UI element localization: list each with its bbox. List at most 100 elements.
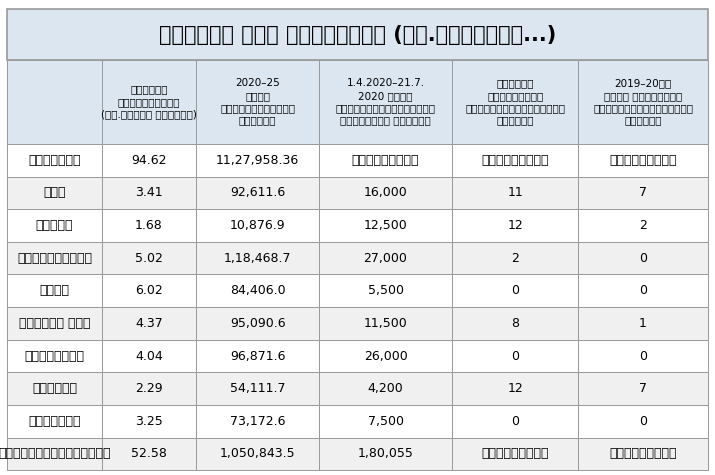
Text: వర్తించదు: వర్తించదు xyxy=(609,154,677,167)
Bar xyxy=(578,405,708,437)
Text: 12: 12 xyxy=(507,219,523,232)
Text: 92,611.6: 92,611.6 xyxy=(230,186,285,200)
Text: 84,406.0: 84,406.0 xyxy=(230,284,285,297)
Bar xyxy=(7,405,102,437)
Text: 2019–20లో
ఓవర్ డ్రాఫ్ట్
వినియోగించుకున్న
మాసాలు: 2019–20లో ఓవర్ డ్రాఫ్ట్ వినియోగించుకున్న… xyxy=(593,78,693,125)
Text: 11: 11 xyxy=(507,186,523,200)
Text: మొత్తం
రుణబకాయిలు
(రూ.లక్షల కోట్లు): మొత్తం రుణబకాయిలు (రూ.లక్షల కోట్లు) xyxy=(101,85,197,119)
Text: 2: 2 xyxy=(511,252,519,265)
Text: 4.37: 4.37 xyxy=(135,317,163,330)
Text: 27,000: 27,000 xyxy=(364,252,408,265)
Text: 73,172.6: 73,172.6 xyxy=(230,415,285,428)
Text: 0: 0 xyxy=(639,284,647,297)
Text: 2: 2 xyxy=(639,219,647,232)
Text: 96,871.6: 96,871.6 xyxy=(230,350,285,362)
Bar xyxy=(197,405,319,437)
Bar xyxy=(578,209,708,242)
Text: పంజాబ్: పంజాబ్ xyxy=(32,382,77,395)
Bar xyxy=(7,242,102,275)
Bar xyxy=(452,437,578,470)
Bar xyxy=(319,60,452,144)
Bar xyxy=(452,144,578,177)
Text: అన్నిరాష్ట్రాలు: అన్నిరాష్ట్రాలు xyxy=(0,447,111,460)
Bar xyxy=(452,275,578,307)
Bar xyxy=(319,144,452,177)
Text: 8: 8 xyxy=(511,317,519,330)
Bar xyxy=(452,340,578,372)
Bar xyxy=(102,144,197,177)
Bar xyxy=(452,307,578,340)
Text: పశ్చిమ బంగ: పశ్చిమ బంగ xyxy=(19,317,90,330)
Bar xyxy=(7,60,708,144)
Bar xyxy=(578,177,708,209)
Text: 95,090.6: 95,090.6 xyxy=(230,317,285,330)
Bar xyxy=(578,242,708,275)
Text: 3.25: 3.25 xyxy=(135,415,163,428)
Text: 7: 7 xyxy=(639,186,647,200)
Text: 54,111.7: 54,111.7 xyxy=(230,382,285,395)
Bar xyxy=(197,177,319,209)
Bar xyxy=(452,209,578,242)
Bar xyxy=(452,242,578,275)
Text: 94.62: 94.62 xyxy=(132,154,167,167)
Bar xyxy=(102,275,197,307)
Text: వర్తించదు: వర్తించదు xyxy=(481,154,549,167)
Text: 6.02: 6.02 xyxy=(135,284,163,297)
Bar xyxy=(197,340,319,372)
Text: 11,500: 11,500 xyxy=(364,317,408,330)
Bar xyxy=(7,60,102,144)
Bar xyxy=(578,340,708,372)
Bar xyxy=(7,340,102,372)
Text: 2020–25
మధ్య
పరిఫక్వమయ్యే
రుణాలు: 2020–25 మధ్య పరిఫక్వమయ్యే రుణాలు xyxy=(220,78,295,125)
Bar xyxy=(319,242,452,275)
Bar xyxy=(102,340,197,372)
Text: మహారాష్ట్ర: మహారాష్ట్ర xyxy=(17,252,92,265)
Text: 0: 0 xyxy=(639,252,647,265)
Bar xyxy=(452,177,578,209)
Bar xyxy=(102,60,197,144)
Bar xyxy=(102,405,197,437)
Text: 7: 7 xyxy=(639,382,647,395)
Bar xyxy=(7,209,102,242)
Bar xyxy=(197,275,319,307)
Text: 1,80,055: 1,80,055 xyxy=(358,447,413,460)
Bar xyxy=(452,60,578,144)
Text: 0: 0 xyxy=(511,350,519,362)
Text: 0: 0 xyxy=(511,284,519,297)
Bar xyxy=(578,307,708,340)
Bar xyxy=(197,307,319,340)
Bar xyxy=(578,60,708,144)
Text: 1: 1 xyxy=(639,317,647,330)
Text: 12,500: 12,500 xyxy=(364,219,408,232)
Bar xyxy=(452,372,578,405)
Text: కొన్ని రుణ గణాంకాలు (రూ.కోట్లలో...): కొన్ని రుణ గణాంకాలు (రూ.కోట్లలో...) xyxy=(159,25,556,45)
Bar xyxy=(102,177,197,209)
Text: తమిళనాడు: తమిళనాడు xyxy=(24,350,84,362)
Bar xyxy=(319,437,452,470)
Bar xyxy=(102,372,197,405)
Bar xyxy=(319,177,452,209)
Bar xyxy=(319,209,452,242)
Bar xyxy=(319,275,452,307)
Bar xyxy=(102,209,197,242)
Text: ఏపీ: ఏపీ xyxy=(43,186,66,200)
Bar xyxy=(319,340,452,372)
Text: 0: 0 xyxy=(639,350,647,362)
Text: 1,18,468.7: 1,18,468.7 xyxy=(224,252,292,265)
Text: 0: 0 xyxy=(511,415,519,428)
Text: 2.29: 2.29 xyxy=(135,382,163,395)
Text: 3.41: 3.41 xyxy=(135,186,163,200)
Bar xyxy=(7,437,102,470)
Bar xyxy=(319,405,452,437)
Text: 1.4.2020–21.7.
2020 మధ్య
వినియోగించుకున్న
ఎస్డీఎల్ రుణాలు: 1.4.2020–21.7. 2020 మధ్య వినియోగించుకున్… xyxy=(335,78,435,125)
Text: 4.04: 4.04 xyxy=(135,350,163,362)
Bar xyxy=(452,405,578,437)
Text: 11,27,958.36: 11,27,958.36 xyxy=(216,154,300,167)
Text: 1.68: 1.68 xyxy=(135,219,163,232)
Text: 4,200: 4,200 xyxy=(368,382,403,395)
Bar xyxy=(319,307,452,340)
Text: 5.02: 5.02 xyxy=(135,252,163,265)
Text: 7,500: 7,500 xyxy=(368,415,403,428)
Text: కేంద్రం: కేంద్రం xyxy=(28,154,81,167)
Text: వర్తించదు: వర్తించదు xyxy=(481,447,549,460)
